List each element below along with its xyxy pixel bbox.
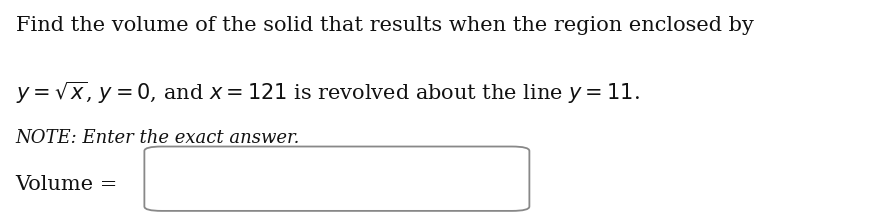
Text: $y = \sqrt{x}$, $y = 0$, and $x = 121$ is revolved about the line $y = 11$.: $y = \sqrt{x}$, $y = 0$, and $x = 121$ i…: [16, 80, 640, 106]
FancyBboxPatch shape: [144, 147, 529, 211]
Text: Volume =: Volume =: [16, 175, 118, 194]
Text: NOTE: Enter the exact answer.: NOTE: Enter the exact answer.: [16, 129, 300, 147]
Text: Find the volume of the solid that results when the region enclosed by: Find the volume of the solid that result…: [16, 16, 753, 35]
